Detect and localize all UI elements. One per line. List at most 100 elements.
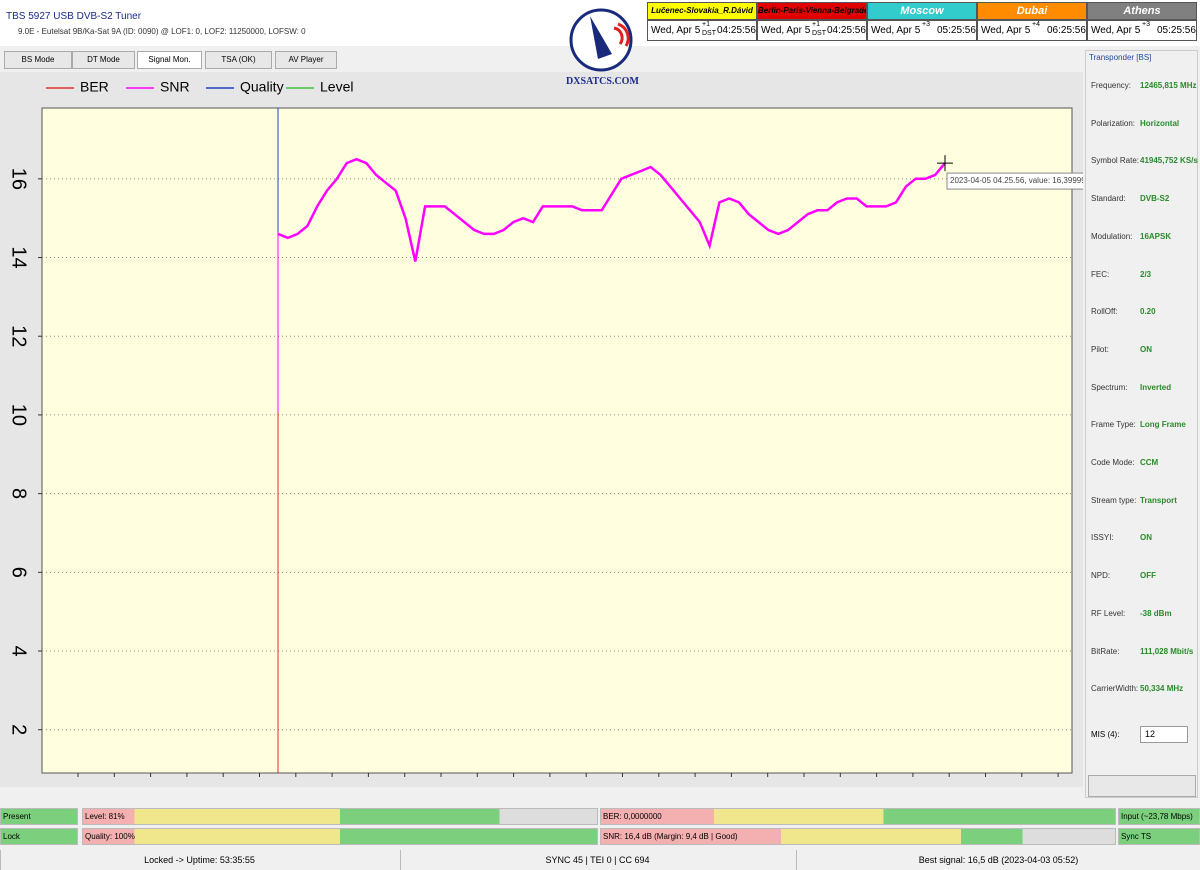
status-field: BER: 0,0000000: [600, 808, 1116, 825]
clock-box: [757, 20, 867, 41]
tab[interactable]: TSA (OK): [205, 51, 272, 69]
clock-offset: +1: [702, 21, 710, 28]
status-field: SNR: 16,4 dB (Margin: 9,4 dB | Good): [600, 828, 1116, 845]
plot-area: [41, 107, 1073, 774]
clock-offset: +1: [812, 21, 820, 28]
legend-label: Level: [320, 79, 353, 95]
panel-label: BitRate:: [1091, 646, 1120, 656]
snr-line: [277, 157, 946, 262]
panel-label: Spectrum:: [1091, 382, 1128, 392]
panel-value: 2/3: [1140, 269, 1152, 279]
tab[interactable]: Signal Mon.: [137, 51, 202, 69]
y-tick-label: 16: [8, 168, 30, 190]
panel-value: 41945,752 KS/s: [1140, 156, 1198, 166]
clock-date: Wed, Apr 5: [1091, 25, 1141, 36]
panel-value: 0.20: [1140, 307, 1156, 317]
tab[interactable]: BS Mode: [4, 51, 72, 69]
clock-date: Wed, Apr 5: [871, 25, 921, 36]
clock-time: 05:25:56: [937, 25, 976, 36]
panel-value: DVB-S2: [1140, 194, 1170, 204]
clock-city: Athens: [1087, 2, 1197, 20]
panel-label: MIS (4):: [1091, 730, 1120, 739]
clock-dst: DST: [702, 30, 716, 37]
mis-select[interactable]: 12: [1140, 726, 1188, 743]
legend-label: BER: [80, 79, 109, 95]
panel-value: 12465,815 MHz: [1140, 81, 1197, 90]
tooltip: 2023-04-05 04.25.56, value: 16,399999618…: [950, 176, 1083, 185]
panel-label: Polarization:: [1091, 118, 1136, 128]
tab[interactable]: DT Mode: [72, 51, 135, 69]
panel-value: 50,334 MHz: [1140, 684, 1184, 694]
panel-label: Standard:: [1091, 194, 1126, 204]
panel-value: ON: [1140, 533, 1152, 543]
panel-title: Transponder [BS]: [1089, 53, 1152, 62]
panel-value: Transport: [1140, 495, 1177, 505]
clock-time: 04:25:56: [717, 25, 756, 36]
panel-label: Symbol Rate:: [1091, 156, 1140, 166]
clock-box: [867, 20, 977, 41]
tooltip-box: [946, 172, 1083, 190]
y-tick-label: 14: [8, 246, 30, 268]
y-tick-label: 12: [8, 325, 30, 347]
clock-offset: +3: [922, 21, 930, 28]
panel-label: CarrierWidth:: [1091, 684, 1139, 694]
clock-box: [1087, 20, 1197, 41]
clock-box: [977, 20, 1087, 41]
clock-offset: +3: [1142, 21, 1150, 28]
panel-label: Frame Type:: [1091, 420, 1136, 430]
clock-time: 05:25:56: [1157, 25, 1196, 36]
panel-label: FEC:: [1091, 269, 1110, 279]
legend-label: Quality: [240, 79, 284, 95]
status-field: Present: [0, 808, 78, 825]
logo: [568, 4, 634, 88]
status-field: Level: 81%: [82, 808, 598, 825]
panel-value: 16APSK: [1140, 231, 1172, 241]
clock-offset: +4: [1032, 21, 1040, 28]
panel-value: OFF: [1140, 571, 1156, 581]
panel-value: Horizontal: [1140, 118, 1180, 128]
cursor: [937, 155, 953, 172]
logo-icon: [569, 8, 633, 72]
clock-time: 04:25:56: [827, 25, 866, 36]
panel-value: CCM: [1140, 458, 1159, 467]
tab[interactable]: AV Player: [275, 51, 337, 69]
panel-value: Long Frame: [1140, 420, 1186, 430]
panel-label: ISSYI:: [1091, 533, 1114, 543]
clock-city: Berlin-Paris-Vienna-Belgrade: [757, 2, 867, 20]
status-field: Quality: 100%: [82, 828, 598, 845]
clock-dst: DST: [812, 30, 826, 37]
app-subtitle: 9.0E - Eutelsat 9B/Ka-Sat 9A (ID: 0090) …: [18, 27, 306, 36]
clock-time: 06:25:56: [1047, 25, 1086, 36]
panel-button[interactable]: [1088, 775, 1196, 797]
panel-value: 111,028 Mbit/s: [1140, 646, 1194, 656]
clock-date: Wed, Apr 5: [761, 25, 811, 36]
status-field: Input (~23,78 Mbps): [1118, 808, 1200, 825]
y-tick-label: 8: [8, 488, 30, 499]
legend-label: SNR: [160, 79, 190, 95]
panel-value: ON: [1140, 344, 1152, 354]
panel-label: NPD:: [1091, 571, 1111, 581]
footer-field: Locked -> Uptime: 53:35:55: [0, 850, 398, 870]
panel-label: RollOff:: [1091, 307, 1118, 317]
chart: 2 4 6 8 10 12 14 16 BER SNR Quality Level 2023-04-05…: [0, 72, 1083, 787]
clock-city: Lučenec-Slovakia_R.Dávid: [647, 2, 757, 20]
logo-text: DXSATCS.COM: [566, 76, 639, 87]
clock-date: Wed, Apr 5: [651, 25, 701, 36]
clock-city: Moscow: [867, 2, 977, 20]
panel-label: Code Mode:: [1091, 458, 1135, 467]
status-field: Lock: [0, 828, 78, 845]
y-tick-label: 4: [8, 645, 30, 656]
footer-field: Best signal: 16,5 dB (2023-04-03 05:52): [796, 850, 1200, 870]
panel: [1085, 50, 1198, 798]
panel-label: Stream type:: [1091, 495, 1137, 505]
status-field: Sync TS: [1118, 828, 1200, 845]
y-tick-label: 10: [8, 404, 30, 426]
app-title: TBS 5927 USB DVB-S2 Tuner: [6, 11, 142, 22]
footer-field: SYNC 45 | TEI 0 | CC 694: [400, 850, 794, 870]
clock-box: [647, 20, 757, 41]
panel-label: Modulation:: [1091, 231, 1133, 241]
y-tick-label: 6: [8, 567, 30, 578]
panel-label: RF Level:: [1091, 608, 1126, 618]
panel-label: Frequency:: [1091, 81, 1132, 90]
